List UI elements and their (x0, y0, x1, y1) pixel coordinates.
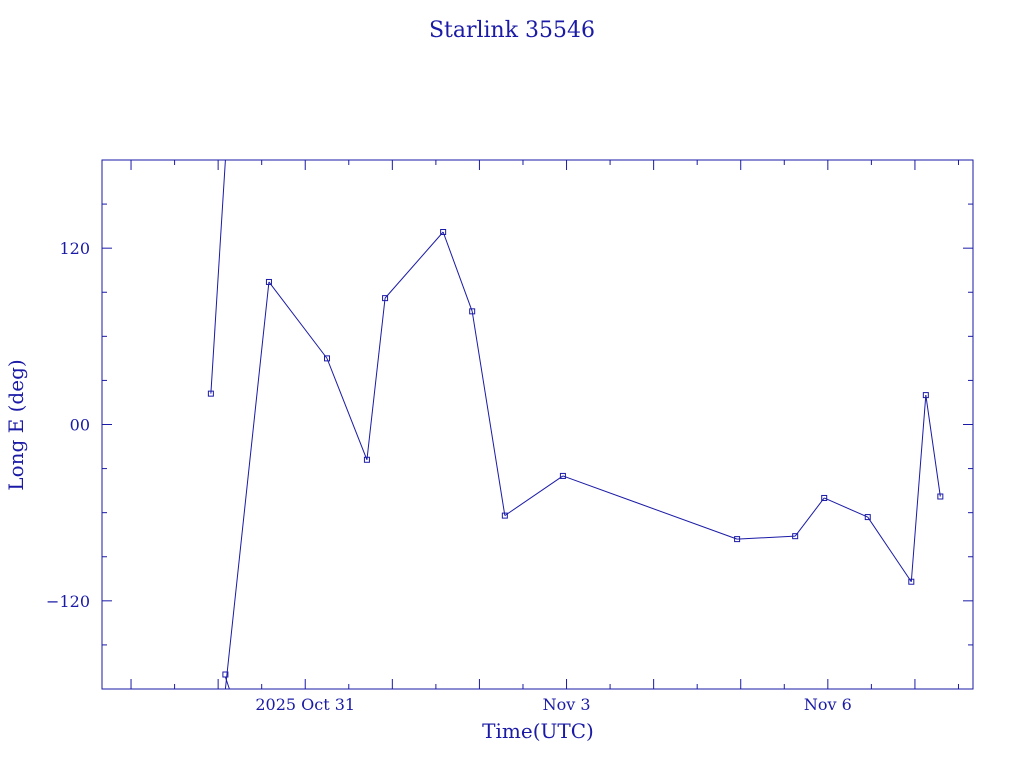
series-segment (504, 475, 564, 517)
series-segment (471, 311, 506, 516)
y-tick-label: 120 (59, 239, 90, 258)
x-tick-labels: 2025 Oct 31 Nov 3 Nov 6 (255, 695, 851, 714)
series-segment (910, 395, 927, 582)
data-point (559, 472, 566, 479)
y-axis-label: Long E (deg) (4, 359, 28, 490)
data-point (440, 229, 447, 236)
data-point (469, 308, 476, 315)
axis-ticks (102, 160, 973, 689)
data-point (864, 514, 871, 521)
y-tick-label: 00 (70, 416, 90, 435)
series-segment (384, 231, 444, 299)
data-point (207, 390, 214, 397)
series-segment (210, 159, 226, 394)
x-tick-label: Nov 3 (543, 695, 591, 714)
data-point (734, 536, 741, 543)
series-segment (737, 535, 796, 540)
data-point (265, 278, 272, 285)
series-segment (326, 358, 368, 460)
series-segment (268, 281, 328, 359)
series-segment (224, 676, 230, 690)
chart-title: Starlink 35546 (429, 18, 595, 43)
series-group (207, 159, 944, 690)
series-segment (562, 475, 738, 540)
data-point (501, 512, 508, 519)
series-segment (224, 281, 270, 690)
data-point (363, 456, 370, 463)
data-point (908, 578, 915, 585)
data-point (821, 494, 828, 501)
x-axis-label: Time(UTC) (482, 719, 594, 743)
series-segment (867, 516, 912, 583)
y-tick-label: −120 (46, 592, 90, 611)
plot-frame (101, 159, 974, 690)
series-segment (925, 395, 941, 497)
x-tick-label: Nov 6 (804, 695, 852, 714)
series-segment (442, 231, 473, 312)
x-tick-label: 2025 Oct 31 (255, 695, 355, 714)
series-segment (794, 497, 825, 537)
data-point (937, 493, 944, 500)
series-segment (366, 298, 386, 460)
data-point (792, 533, 799, 540)
y-tick-labels: 120 00 −120 (46, 239, 90, 611)
data-point (324, 355, 331, 362)
data-point (922, 392, 929, 399)
data-point (382, 295, 389, 302)
series-segment (824, 497, 868, 518)
